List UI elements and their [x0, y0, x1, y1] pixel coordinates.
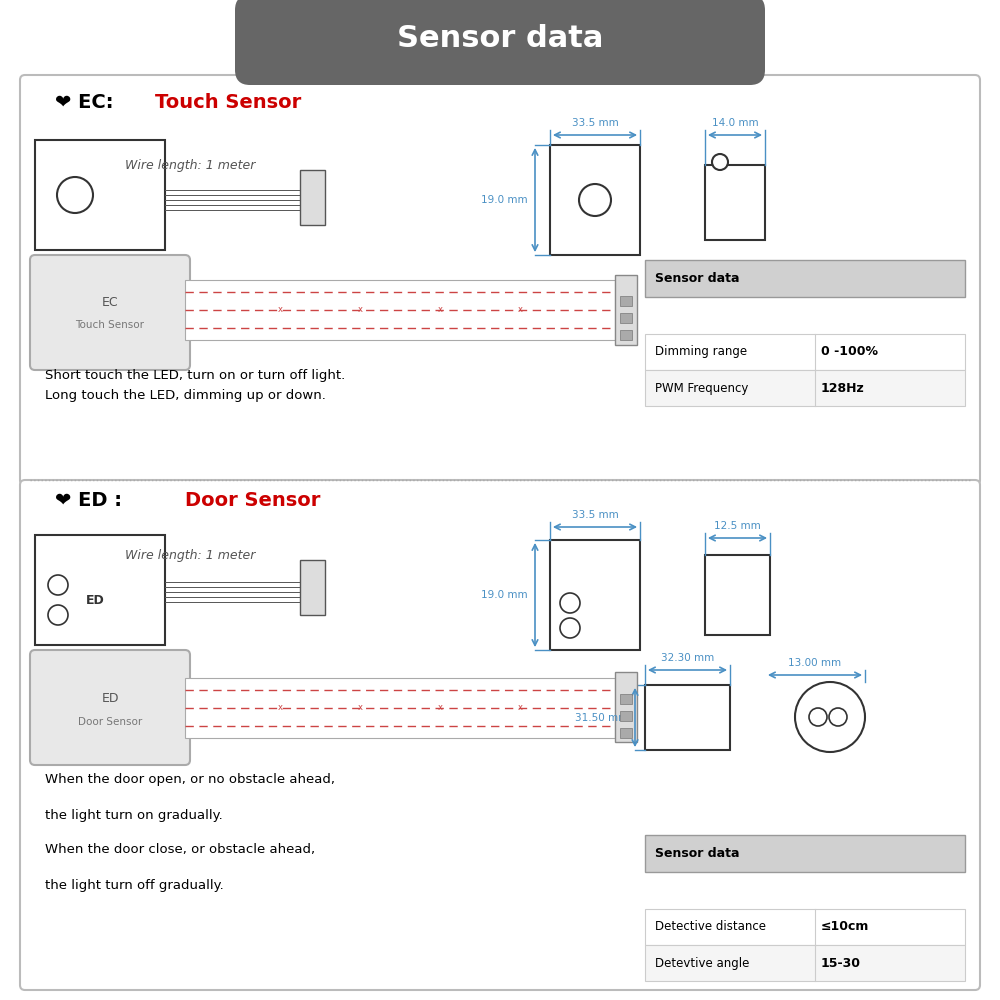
- Bar: [35, 535, 165, 645]
- Text: Door Sensor: Door Sensor: [78, 717, 142, 727]
- Text: x: x: [518, 704, 522, 712]
- Bar: [620, 313, 632, 323]
- Bar: [645, 370, 965, 406]
- Text: x: x: [278, 704, 283, 712]
- Bar: [550, 540, 640, 650]
- FancyBboxPatch shape: [30, 255, 190, 370]
- Bar: [620, 711, 632, 721]
- Text: ❤ EC:: ❤ EC:: [55, 93, 120, 112]
- Text: 128Hz: 128Hz: [821, 382, 865, 395]
- Text: Long touch the LED, dimming up or down.: Long touch the LED, dimming up or down.: [45, 388, 326, 401]
- Bar: [645, 909, 965, 945]
- Text: 13.00 mm: 13.00 mm: [788, 658, 842, 668]
- Text: 19.0 mm: 19.0 mm: [481, 590, 528, 600]
- FancyBboxPatch shape: [20, 480, 980, 990]
- Bar: [645, 835, 965, 872]
- Bar: [615, 275, 637, 345]
- Circle shape: [560, 618, 580, 638]
- FancyBboxPatch shape: [235, 0, 765, 85]
- Bar: [645, 685, 730, 750]
- Circle shape: [560, 593, 580, 613]
- Bar: [705, 555, 770, 635]
- Circle shape: [48, 575, 68, 595]
- Bar: [620, 296, 632, 306]
- Bar: [645, 334, 965, 370]
- Text: ED: ED: [86, 593, 104, 606]
- Text: x: x: [358, 306, 362, 314]
- Text: 32.30 mm: 32.30 mm: [661, 653, 714, 663]
- Circle shape: [579, 184, 611, 216]
- FancyBboxPatch shape: [20, 75, 980, 485]
- Bar: [300, 170, 325, 225]
- Text: the light turn off gradually.: the light turn off gradually.: [45, 878, 224, 892]
- Text: 15-30: 15-30: [821, 957, 861, 970]
- Text: Touch Sensor: Touch Sensor: [76, 320, 144, 330]
- Text: x: x: [358, 704, 362, 712]
- Bar: [620, 728, 632, 738]
- Text: x: x: [518, 306, 522, 314]
- Text: Sensor data: Sensor data: [655, 272, 740, 285]
- Text: the light turn on gradually.: the light turn on gradually.: [45, 808, 223, 822]
- Bar: [620, 694, 632, 704]
- Circle shape: [48, 605, 68, 625]
- Text: 14.0 mm: 14.0 mm: [712, 118, 758, 128]
- Circle shape: [712, 154, 728, 170]
- Bar: [300, 560, 325, 615]
- Text: ❤ ED :: ❤ ED :: [55, 490, 129, 510]
- Text: Sensor data: Sensor data: [655, 847, 740, 860]
- Text: 0 -100%: 0 -100%: [821, 345, 878, 358]
- FancyBboxPatch shape: [30, 650, 190, 765]
- Text: Sensor data: Sensor data: [397, 24, 603, 53]
- Text: 33.5 mm: 33.5 mm: [572, 118, 618, 128]
- Bar: [550, 145, 640, 255]
- Text: When the door close, or obstacle ahead,: When the door close, or obstacle ahead,: [45, 843, 315, 856]
- Circle shape: [809, 708, 827, 726]
- Text: EC: EC: [102, 296, 118, 308]
- Text: Detevtive angle: Detevtive angle: [655, 957, 749, 970]
- Text: x: x: [278, 306, 283, 314]
- Text: Wire length: 1 meter: Wire length: 1 meter: [125, 158, 255, 172]
- Circle shape: [57, 177, 93, 213]
- Circle shape: [829, 708, 847, 726]
- Text: x: x: [438, 306, 443, 314]
- Text: 31.50 mm: 31.50 mm: [575, 713, 628, 723]
- Text: ≤10cm: ≤10cm: [821, 920, 869, 933]
- Text: PWM Frequency: PWM Frequency: [655, 382, 748, 395]
- Text: When the door open, or no obstacle ahead,: When the door open, or no obstacle ahead…: [45, 774, 335, 786]
- Text: 12.5 mm: 12.5 mm: [714, 521, 761, 531]
- Text: Dimming range: Dimming range: [655, 345, 747, 358]
- Bar: [185, 280, 615, 340]
- Text: x: x: [438, 704, 443, 712]
- Text: Door Sensor: Door Sensor: [185, 490, 320, 510]
- Circle shape: [795, 682, 865, 752]
- Bar: [620, 330, 632, 340]
- Text: Short touch the LED, turn on or turn off light.: Short touch the LED, turn on or turn off…: [45, 368, 345, 381]
- Bar: [645, 260, 965, 297]
- Text: 33.5 mm: 33.5 mm: [572, 510, 618, 520]
- Text: 19.0 mm: 19.0 mm: [481, 195, 528, 205]
- Text: Wire length: 1 meter: Wire length: 1 meter: [125, 548, 255, 562]
- Text: Detective distance: Detective distance: [655, 920, 766, 933]
- Text: Touch Sensor: Touch Sensor: [155, 93, 301, 112]
- Text: ED: ED: [101, 692, 119, 704]
- Bar: [705, 165, 765, 240]
- Bar: [645, 945, 965, 981]
- Bar: [35, 140, 165, 250]
- Bar: [185, 678, 615, 738]
- Bar: [615, 672, 637, 742]
